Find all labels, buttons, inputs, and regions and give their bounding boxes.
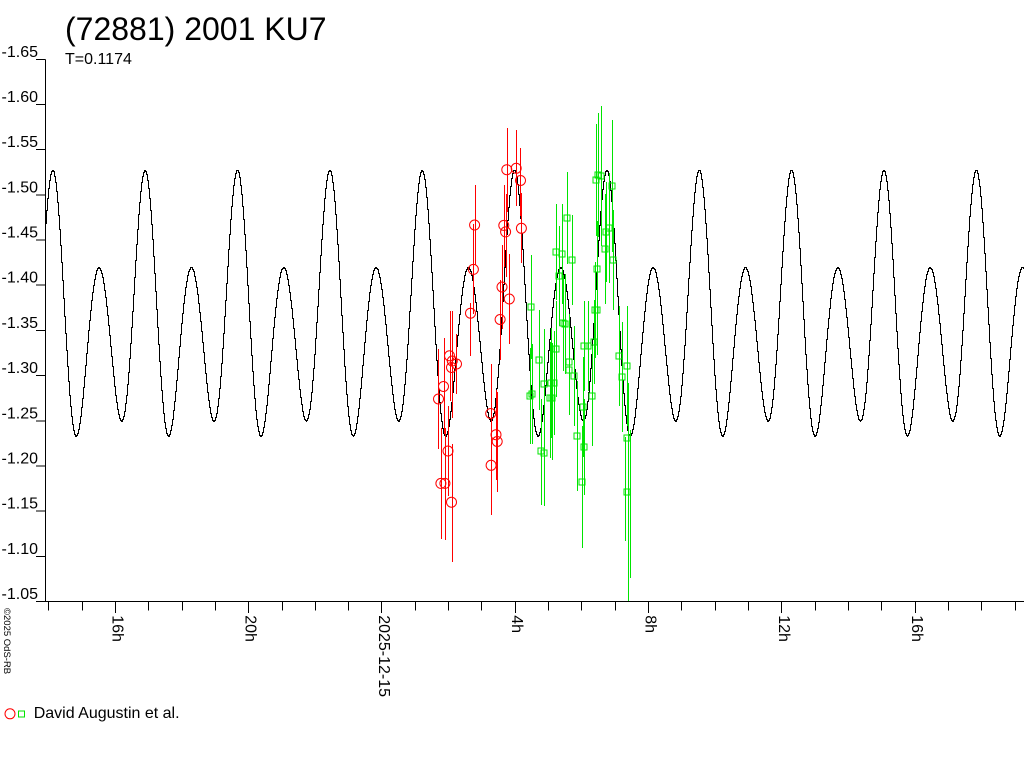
svg-text:-1.55: -1.55 bbox=[2, 134, 39, 151]
svg-text:2025-12-15: 2025-12-15 bbox=[375, 615, 392, 697]
svg-text:16h: 16h bbox=[908, 615, 925, 642]
svg-text:20h: 20h bbox=[242, 615, 259, 642]
svg-text:16h: 16h bbox=[108, 615, 125, 642]
svg-text:-1.35: -1.35 bbox=[2, 315, 39, 332]
svg-text:12h: 12h bbox=[775, 615, 792, 642]
svg-text:-1.40: -1.40 bbox=[2, 270, 39, 287]
svg-text:David Augustin et al.: David Augustin et al. bbox=[34, 705, 180, 722]
svg-text:-1.30: -1.30 bbox=[2, 360, 39, 377]
svg-text:-1.05: -1.05 bbox=[2, 586, 39, 603]
svg-text:8h: 8h bbox=[642, 615, 659, 633]
svg-text:-1.10: -1.10 bbox=[2, 541, 39, 558]
svg-text:-1.20: -1.20 bbox=[2, 451, 39, 468]
svg-text:T=0.1174: T=0.1174 bbox=[65, 51, 132, 68]
svg-text:-1.15: -1.15 bbox=[2, 496, 39, 513]
svg-text:©2025 OdS-RB: ©2025 OdS-RB bbox=[1, 608, 12, 674]
svg-text:-1.60: -1.60 bbox=[2, 89, 39, 106]
svg-text:4h: 4h bbox=[508, 615, 525, 633]
svg-text:-1.45: -1.45 bbox=[2, 225, 39, 242]
svg-text:-1.25: -1.25 bbox=[2, 405, 39, 422]
svg-text:-1.50: -1.50 bbox=[2, 179, 39, 196]
svg-text:(72881) 2001 KU7: (72881) 2001 KU7 bbox=[65, 11, 327, 47]
svg-text:-1.65: -1.65 bbox=[2, 44, 39, 61]
